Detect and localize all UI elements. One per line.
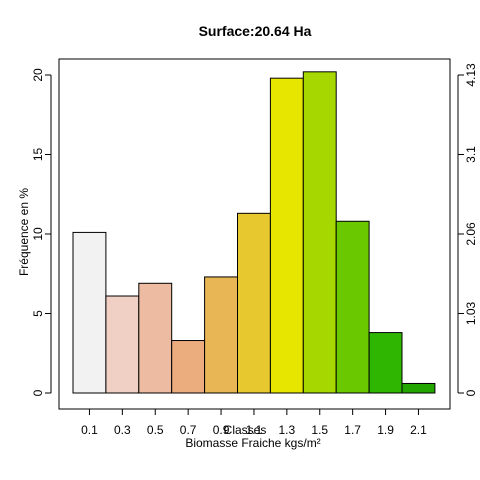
x-tick-label-0.3: 0.3: [114, 423, 131, 437]
bar-0.7: [171, 340, 206, 394]
right-y-axis: 0 1.03 2.06 3.1 4.13: [457, 63, 478, 396]
left-tick-label-15: 15: [31, 148, 45, 162]
bar-0.3: [105, 295, 140, 394]
x-tick-label-1.5: 1.5: [311, 423, 328, 437]
bar-1.9: [368, 332, 403, 394]
bar-0.1: [72, 231, 107, 394]
left-tick-label-0: 0: [31, 389, 45, 396]
x-tick-label-1.1: 1.1: [246, 423, 263, 437]
bar-1.3: [269, 77, 304, 394]
bar-0.5: [138, 282, 173, 394]
bar-1.5: [302, 71, 337, 394]
x-tick-label-1.9: 1.9: [377, 423, 394, 437]
right-tick-label-0: 0: [464, 389, 478, 396]
bar-1.1: [237, 212, 271, 394]
left-tick-label-10: 10: [31, 227, 45, 241]
x-axis-overlay-label: Classes: [224, 423, 267, 437]
x-tick-label-0.7: 0.7: [180, 423, 197, 437]
right-tick-label-1.03: 1.03: [464, 301, 478, 325]
right-tick-label-3.1: 3.1: [464, 146, 478, 163]
x-axis: 0.1 0.3 0.5 0.7 0.9 1.1 1.3 1.5 1.7 1.9 2.1: [81, 408, 427, 437]
bars-layer: [72, 71, 436, 394]
chart-title: Surface:20.64 Ha: [199, 23, 312, 39]
right-tick-label-4.13: 4.13: [464, 63, 478, 87]
x-tick-label-1.3: 1.3: [279, 423, 296, 437]
bar-2.1: [401, 382, 436, 394]
x-tick-label-1.7: 1.7: [344, 423, 361, 437]
bar-1.7: [335, 220, 370, 394]
bar-0.9: [204, 276, 239, 394]
left-tick-label-5: 5: [31, 310, 45, 317]
left-y-axis: 0 5 10 15 20: [31, 68, 52, 396]
x-tick-label-0.5: 0.5: [147, 423, 164, 437]
right-tick-label-2.06: 2.06: [464, 222, 478, 246]
x-axis-label: Biomasse Fraiche kgs/m²: [185, 436, 320, 450]
left-tick-label-20: 20: [31, 68, 45, 82]
y-axis-label: Fréquence en %: [17, 188, 31, 276]
x-tick-label-0.1: 0.1: [81, 423, 98, 437]
x-tick-label-2.1: 2.1: [410, 423, 427, 437]
x-tick-label-0.9: 0.9: [213, 423, 230, 437]
